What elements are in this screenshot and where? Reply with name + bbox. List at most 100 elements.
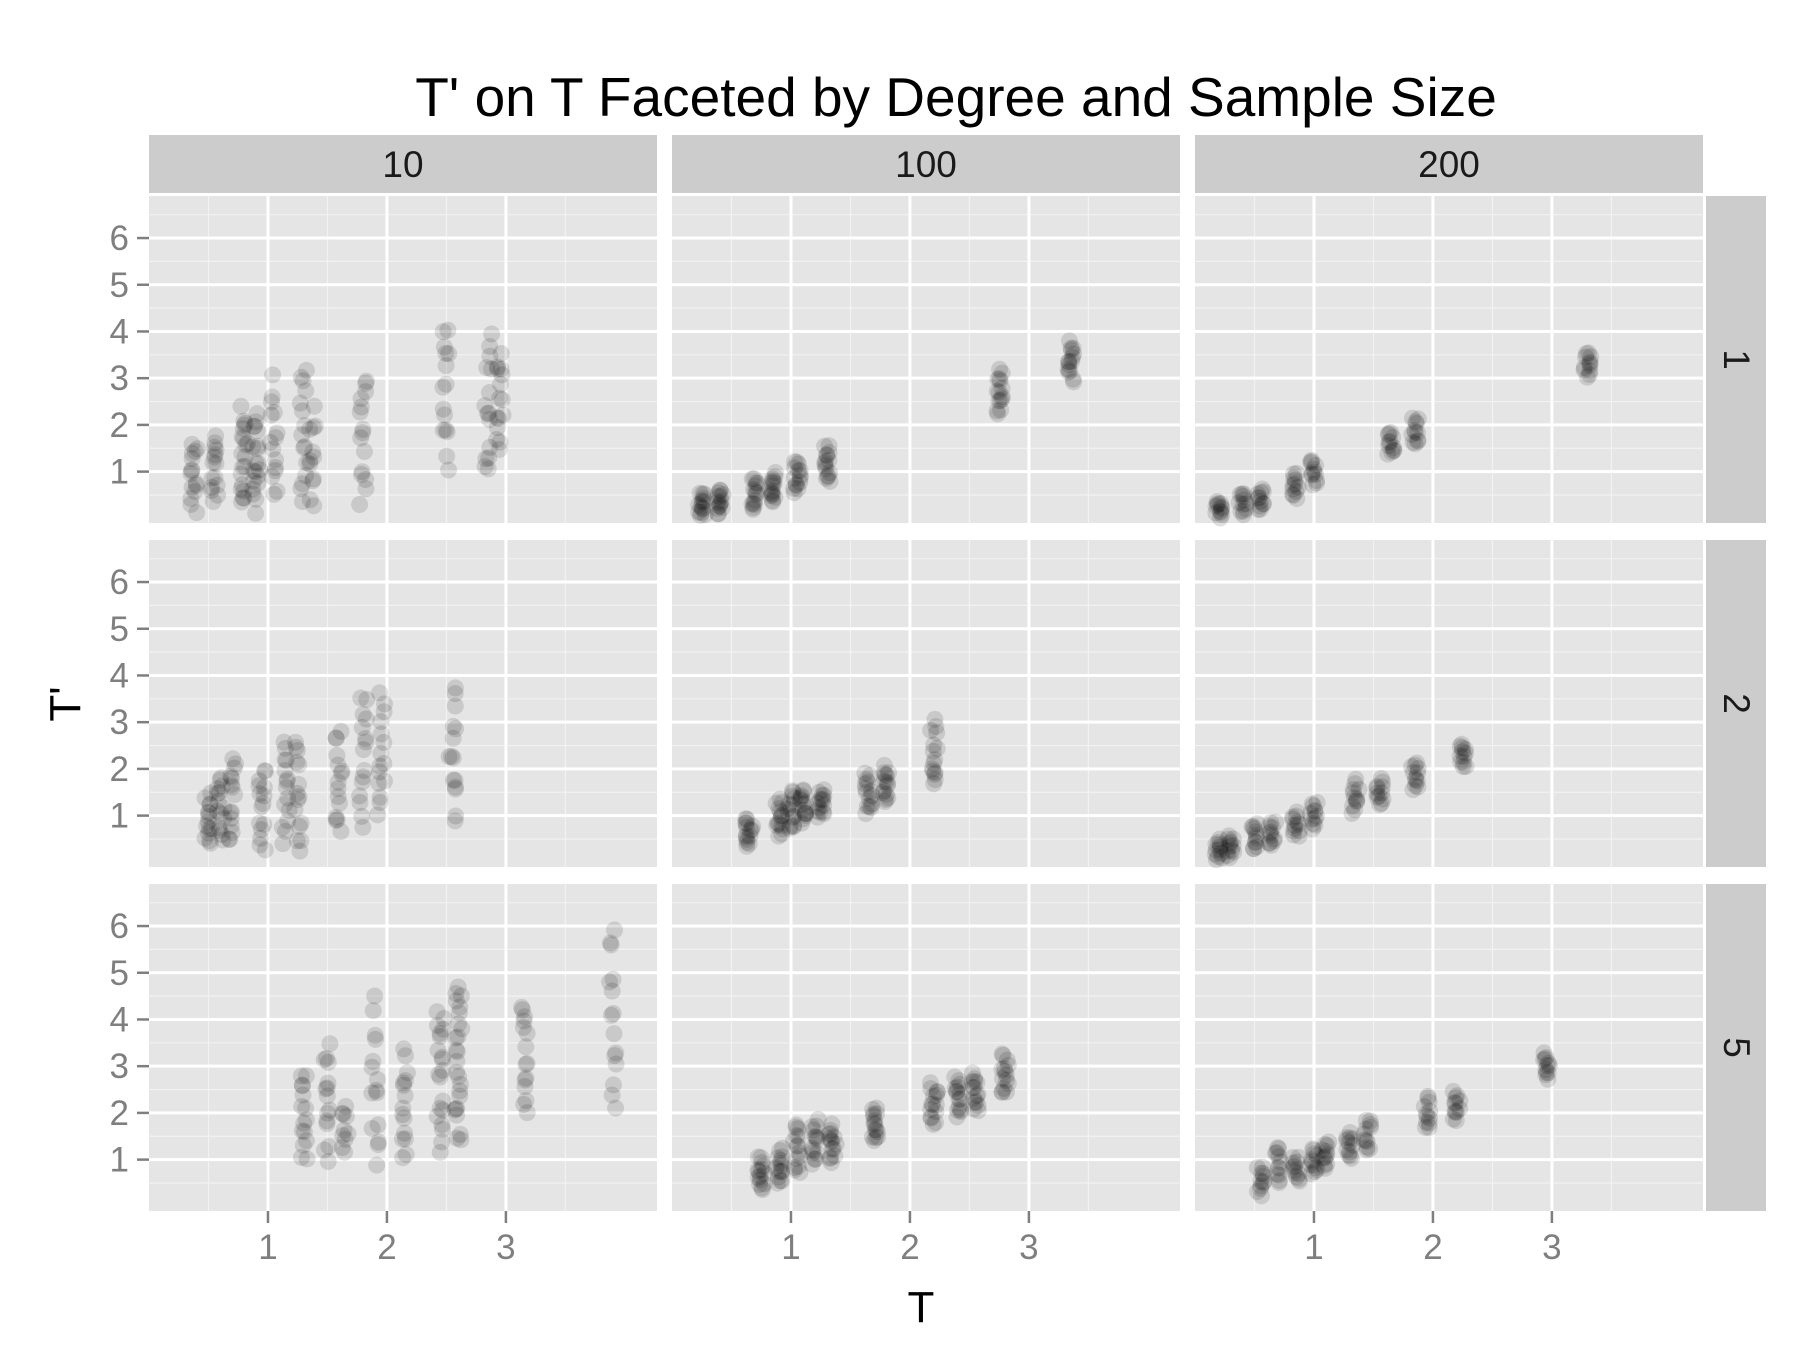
data-point [1211,838,1229,856]
data-point [1267,813,1285,831]
data-point [782,801,800,819]
data-point [337,1107,355,1125]
data-point [444,771,462,789]
data-point [295,1123,313,1141]
data-point [1374,773,1392,791]
data-point [816,457,834,475]
data-point [809,808,827,826]
data-point [790,1144,808,1162]
data-point [1341,1129,1359,1147]
data-point [772,1163,790,1181]
data-point [268,482,286,500]
data-point [446,780,464,798]
data-point [1451,737,1469,755]
data-point [797,804,815,822]
data-point [787,1118,805,1136]
data-point [209,486,227,504]
data-point [1287,1153,1305,1171]
data-point [448,1043,466,1061]
data-point [207,454,225,472]
data-point [333,1139,351,1157]
data-point [368,1084,386,1102]
data-point [355,762,373,780]
data-point [297,1100,315,1118]
data-point [356,730,374,748]
data-point [1409,764,1427,782]
data-point [208,476,226,494]
data-point [351,793,369,811]
data-point [1343,804,1361,822]
data-point [202,784,220,802]
data-point [1213,499,1231,517]
data-point [822,1132,840,1150]
point-cluster [1415,1087,1439,1136]
data-point [858,797,876,815]
data-point [999,1056,1017,1074]
data-point [1305,797,1323,815]
data-point [301,455,319,473]
data-point [371,788,389,806]
point-cluster [1302,1140,1326,1183]
data-point [752,1149,770,1167]
data-point [967,1093,985,1111]
data-point [747,474,765,492]
data-point [819,467,837,485]
data-point [434,1120,452,1138]
data-point [215,799,233,817]
data-point [367,1081,385,1099]
data-point [327,811,345,829]
data-point [1380,433,1398,451]
data-point [928,1083,946,1101]
point-cluster [327,722,351,840]
data-point [744,817,762,835]
data-point [1061,362,1079,380]
data-point [821,1149,839,1167]
data-point [494,406,512,424]
data-point [1303,451,1321,469]
data-point [206,468,224,486]
data-point [1268,1165,1286,1183]
data-point [1421,1102,1439,1120]
data-point [1285,826,1303,844]
data-point [695,485,713,503]
data-point [304,470,322,488]
point-cluster [434,321,458,479]
point-cluster [988,360,1011,423]
data-point [1406,435,1424,453]
data-point [1230,494,1248,512]
data-point [784,796,802,814]
data-point [745,470,763,488]
data-point [291,842,309,860]
data-point [815,805,833,823]
data-point [1306,1145,1324,1163]
data-point [965,1079,983,1097]
data-point [877,785,895,803]
data-point [369,1136,387,1154]
point-cluster [273,733,298,853]
point-cluster [1248,1158,1273,1205]
data-point [368,1071,386,1089]
data-point [353,773,371,791]
data-point [822,1149,840,1167]
data-point [1253,480,1271,498]
data-point [1406,769,1424,787]
data-point [1580,365,1598,383]
x-tick-label: 1 [258,1228,277,1267]
data-point [1286,817,1304,835]
data-point [814,803,832,821]
data-point [301,491,319,509]
data-point [1235,491,1253,509]
panel-background [1195,540,1703,867]
data-point [860,789,878,807]
data-point [1237,500,1255,518]
data-point [745,496,763,514]
data-point [806,1127,824,1145]
data-point [256,762,274,780]
data-point [863,795,881,813]
data-point [446,1101,464,1119]
data-point [1348,790,1366,808]
data-point [754,1157,772,1175]
data-point [203,469,221,487]
data-point [234,420,252,438]
data-point [429,1041,447,1059]
